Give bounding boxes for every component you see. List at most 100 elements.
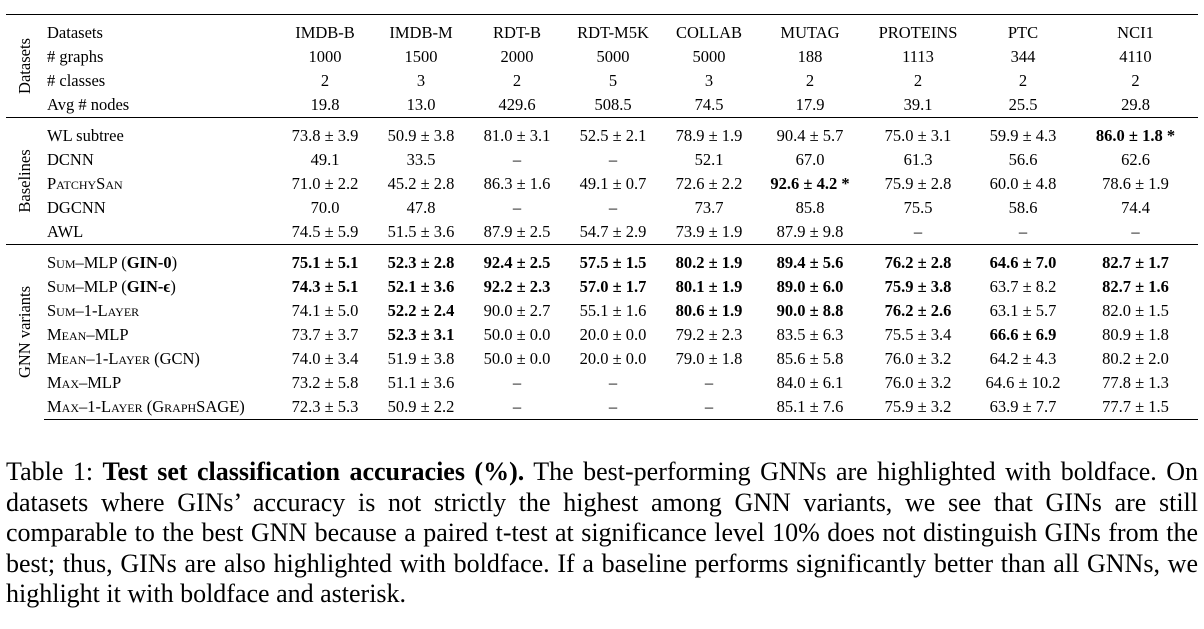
row-name-tail: ): [170, 277, 176, 296]
table-cell: 52.3 ± 3.1: [387, 325, 455, 344]
row-name-text: Mean–1-Layer (GCN): [47, 349, 200, 368]
table-cell: 51.1 ± 3.6: [387, 373, 455, 392]
table-cell: 71.0 ± 2.2: [291, 174, 359, 193]
row-name-text: Sum–1-Layer: [47, 301, 140, 320]
table-cell: 92.4 ± 2.5: [469, 244, 565, 275]
group-cell-datasets: Datasets: [6, 14, 44, 118]
table-cell: –: [913, 222, 923, 241]
table-cell: 39.1: [903, 95, 933, 114]
table-cell: 2000: [500, 47, 534, 66]
table-cell: 78.9 ± 1.9: [661, 117, 757, 148]
table-cell: 78.6 ± 1.9: [1102, 174, 1169, 193]
table-cell: 77.7 ± 1.5: [1073, 395, 1198, 420]
table-row: Mean–1-Layer (GCN) 74.0 ± 3.4 51.9 ± 3.8 50…: [6, 347, 1198, 371]
table-cell: 70.0: [310, 198, 340, 217]
table-cell: 2: [805, 71, 815, 90]
table-cell: 19.8: [310, 95, 340, 114]
table-cell: 5: [608, 71, 618, 90]
table-cell: 61.3: [903, 150, 933, 169]
table-cell: 50.9 ± 2.2: [373, 395, 469, 420]
table-row: Sum–1-Layer 74.1 ± 5.0 52.2 ± 2.4 90.0 ± 2.…: [6, 299, 1198, 323]
caption-prefix: Table 1:: [6, 457, 103, 486]
table-row: # classes 2 3 2 5 3 2 2 2 2: [6, 69, 1198, 93]
table-cell: 79.2 ± 2.3: [675, 325, 743, 344]
table-row: DGCNN 70.0 47.8 – – 73.7 85.8 75.5 58.6 74.4: [6, 196, 1198, 220]
results-table-container: Datasets Datasets IMDB-B IMDB-M RDT-B RD…: [6, 14, 1198, 420]
table-cell: –: [661, 395, 757, 420]
table-cell: 51.9 ± 3.8: [387, 349, 455, 368]
table-cell: 80.2 ± 1.9: [661, 244, 757, 275]
table-cell: 13.0: [406, 95, 436, 114]
row-name-tail: ): [171, 253, 178, 272]
row-name-text: Sum–MLP (: [47, 277, 127, 296]
table-row: # graphs 1000 1500 2000 5000 5000 188 1113 344 41…: [6, 45, 1198, 69]
row-name-text: Max–MLP: [47, 373, 122, 392]
row-name: # classes: [47, 71, 106, 90]
table-cell: 64.6 ± 7.0: [973, 244, 1073, 275]
table-cell: 4110: [1119, 47, 1152, 66]
table-cell: –: [565, 395, 661, 420]
table-caption: Table 1: Test set classification accurac…: [6, 457, 1198, 610]
column-header: RDT-B: [469, 14, 565, 45]
column-header: COLLAB: [661, 14, 757, 45]
table-cell: –: [608, 150, 618, 169]
table-cell: 73.7: [694, 198, 724, 217]
table-cell: 86.0 ± 1.8 *: [1073, 117, 1198, 148]
table-cell: 3: [704, 71, 714, 90]
table-cell: 5000: [692, 47, 726, 66]
row-name-bold: GIN-ϵ: [126, 277, 171, 296]
table-cell: 64.2 ± 4.3: [989, 349, 1057, 368]
row-name: WL subtree: [44, 117, 277, 148]
table-cell: 90.4 ± 5.7: [757, 117, 863, 148]
table-cell: 57.0 ± 1.7: [579, 277, 647, 296]
table-cell: 74.3 ± 5.1: [291, 277, 359, 296]
table-cell: 75.5 ± 3.4: [884, 325, 952, 344]
table-row: GNN variants Sum–MLP (GIN-0) 75.1 ± 5.1 52.…: [6, 244, 1198, 420]
column-header: PROTEINS: [863, 14, 973, 45]
table-cell: 47.8: [406, 198, 436, 217]
table-row: Avg # nodes 19.8 13.0 429.6 508.5 74.5 17.9 39.…: [6, 93, 1198, 118]
row-name: Sum–MLP (GIN-ϵ): [44, 275, 277, 299]
table-cell: 74.0 ± 3.4: [291, 349, 359, 368]
table-cell: 62.6: [1121, 150, 1150, 169]
table-cell: 429.6: [498, 95, 536, 114]
table-row: Mean–MLP 73.7 ± 3.7 52.3 ± 3.1 50.0 ± 0.0 20…: [6, 323, 1198, 347]
table-cell: 90.0 ± 8.8: [776, 301, 844, 320]
table-row: PatchySan 71.0 ± 2.2 45.2 ± 2.8 86.3 ± 1.6 4…: [6, 172, 1198, 196]
table-cell: 64.6 ± 10.2: [985, 373, 1061, 392]
row-name: Sum–MLP (GIN-0): [44, 244, 277, 275]
column-header: MUTAG: [757, 14, 863, 45]
table-cell: –: [1131, 222, 1140, 241]
table-row: Baselines WL subtree 73.8 ± 3.9 50.9 ± 3.8 8…: [6, 117, 1198, 245]
table-cell: 77.8 ± 1.3: [1102, 373, 1169, 392]
column-header: IMDB-B: [277, 14, 373, 45]
table-cell: 75.0 ± 3.1: [863, 117, 973, 148]
column-header: NCI1: [1073, 14, 1198, 45]
column-header: IMDB-M: [373, 14, 469, 45]
table-cell: 80.6 ± 1.9: [675, 301, 743, 320]
table-cell: 75.1 ± 5.1: [277, 244, 373, 275]
table-cell: 1113: [902, 47, 934, 66]
header-label: Datasets: [44, 14, 277, 45]
table-cell: 2: [913, 71, 923, 90]
table-cell: –: [1018, 222, 1028, 241]
table-cell: –: [512, 150, 522, 169]
row-name-bold: GIN-0: [126, 253, 172, 272]
row-name: DCNN: [47, 150, 94, 169]
row-name: AWL: [47, 222, 84, 241]
table-cell: 57.5 ± 1.5: [565, 244, 661, 275]
row-name: DGCNN: [47, 198, 106, 217]
table-cell: 74.4: [1121, 198, 1150, 217]
table-cell: 80.1 ± 1.9: [675, 277, 743, 296]
table-row: DCNN 49.1 33.5 – – 52.1 67.0 61.3 56.6 62.6: [6, 148, 1198, 172]
table-cell: 20.0 ± 0.0: [579, 349, 647, 368]
table-cell: 50.0 ± 0.0: [483, 349, 551, 368]
table-row: Sum–MLP (GIN-ϵ) 74.3 ± 5.1 52.1 ± 3.6 92.2 …: [6, 275, 1198, 299]
table-cell: 17.9: [795, 95, 825, 114]
column-header: PTC: [973, 14, 1073, 45]
table-cell: 72.6 ± 2.2: [675, 174, 743, 193]
table-cell: 81.0 ± 3.1: [469, 117, 565, 148]
table-cell: 85.8: [795, 198, 825, 217]
table-cell: 80.9 ± 1.8: [1102, 325, 1169, 344]
table-cell: 72.3 ± 5.3: [277, 395, 373, 420]
